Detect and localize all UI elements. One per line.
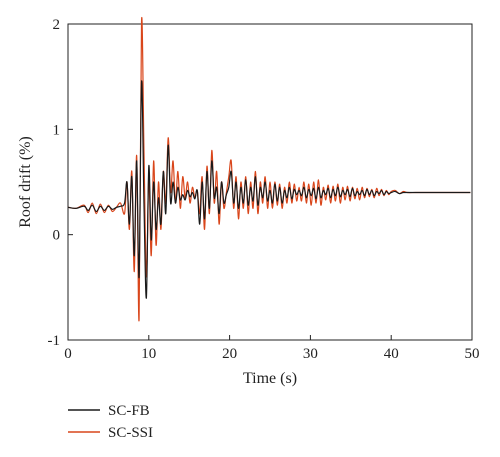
x-tick-label: 20	[222, 346, 237, 362]
x-tick-label: 30	[303, 346, 318, 362]
y-tick-label: 1	[53, 122, 61, 138]
y-tick-label: -1	[48, 333, 61, 349]
series-line-sc-fb	[67, 80, 471, 299]
x-tick-label: 50	[465, 346, 480, 362]
series-line-sc-ssi	[67, 17, 471, 322]
plot-area-frame	[67, 23, 473, 341]
x-axis-title: Time (s)	[243, 370, 297, 387]
legend-label-sc-fb: SC-FB	[108, 403, 150, 419]
series-layer	[67, 17, 471, 322]
y-tick-label: 2	[53, 17, 61, 33]
y-tick-label: 0	[53, 228, 61, 244]
y-axis-title: Roof drift (%)	[17, 136, 34, 228]
x-tick-label: 10	[141, 346, 156, 362]
legend: SC-FB SC-SSI	[68, 403, 153, 441]
x-tick-label: 40	[384, 346, 399, 362]
legend-label-sc-ssi: SC-SSI	[108, 425, 153, 441]
x-tick-label: 0	[64, 346, 72, 362]
